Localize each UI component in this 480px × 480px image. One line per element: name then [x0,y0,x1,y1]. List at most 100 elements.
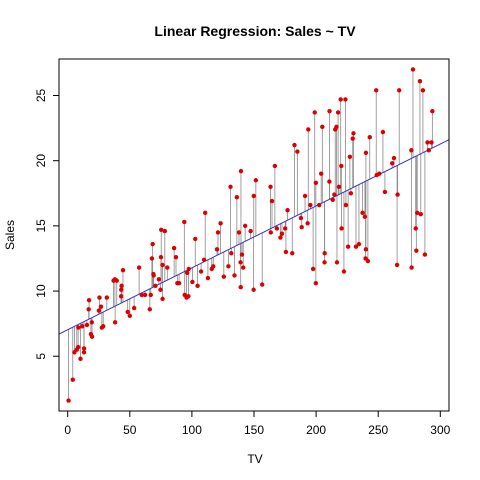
data-point [236,230,242,235]
x-axis-label: TV [247,452,262,466]
data-point [182,219,187,225]
x-tick-label: 150 [244,423,264,437]
data-point [268,184,273,189]
data-point [156,277,162,282]
y-tick-label: 10 [34,284,48,298]
data-point [171,245,177,251]
data-point [310,266,316,272]
data-point [148,292,153,298]
data-point [211,264,216,269]
data-point [119,287,124,292]
data-point [81,346,87,351]
data-point [426,148,431,153]
data-point [330,197,335,202]
data-point [238,284,243,290]
data-point [306,127,311,132]
data-point [238,168,244,174]
data-point [89,334,95,339]
data-point [343,97,348,102]
data-point [232,273,237,278]
y-tick-label: 5 [34,353,48,360]
data-point [139,292,144,298]
x-tick-label: 100 [182,423,202,437]
data-point [147,307,152,312]
data-point [299,224,304,230]
data-point [120,268,126,273]
data-points [66,67,435,403]
data-point [149,256,155,261]
x-tick-label: 200 [306,423,326,437]
data-point [395,192,400,197]
data-point [193,236,198,242]
x-tick-label: 250 [368,423,388,437]
data-point [356,241,362,247]
data-point [343,202,349,208]
data-point [136,265,142,270]
data-point [226,264,231,269]
data-point [238,260,243,265]
data-point [430,108,435,114]
data-point [158,287,163,292]
data-point [70,377,75,382]
data-point [313,180,319,186]
data-point [202,210,208,216]
y-tick-label: 25 [34,89,48,103]
data-point [351,131,356,136]
data-point [413,226,418,231]
data-point [415,210,420,216]
data-point [190,279,195,285]
data-point [75,344,81,350]
data-point [186,266,191,272]
data-point [382,189,388,195]
data-point [353,244,359,249]
x-tick-label: 50 [123,423,137,437]
data-point [125,309,130,315]
data-point [274,226,280,231]
data-point [184,270,190,276]
data-point [84,322,90,328]
data-point [409,265,414,270]
plot-area [59,67,449,403]
data-point [348,191,354,196]
data-point [283,249,289,255]
data-point [298,215,304,221]
data-point [317,202,322,208]
data-point [350,136,355,141]
data-point [162,228,168,234]
data-point [334,124,339,129]
y-axis: 5 10 15 20 25 [34,89,60,360]
data-point [76,325,81,330]
data-point [380,129,386,135]
y-tick-label: 15 [34,219,48,233]
data-point [234,194,240,200]
data-point [176,281,182,286]
data-point [114,278,119,283]
data-point [347,154,353,159]
data-point [327,179,332,184]
data-point [259,282,265,287]
data-point [159,227,164,232]
data-point [279,231,285,236]
data-point [240,265,246,270]
data-point [365,258,371,264]
x-axis: 0 50 100 150 200 250 300 [64,410,451,437]
data-point [425,140,430,145]
data-point [409,148,414,153]
data-point [313,281,319,286]
data-point [396,88,402,93]
data-point [218,221,223,226]
data-point [341,269,347,274]
data-point [292,142,297,148]
data-point [96,308,102,313]
data-point [86,307,91,312]
data-point [251,287,256,292]
data-point [201,257,207,262]
chart-title: Linear Regression: Sales ~ TV [154,23,356,39]
data-point [112,320,118,325]
data-point [390,161,395,166]
data-point [165,265,170,270]
data-point [150,241,155,247]
data-point [418,211,424,217]
data-point [104,295,110,300]
data-point [142,292,148,298]
